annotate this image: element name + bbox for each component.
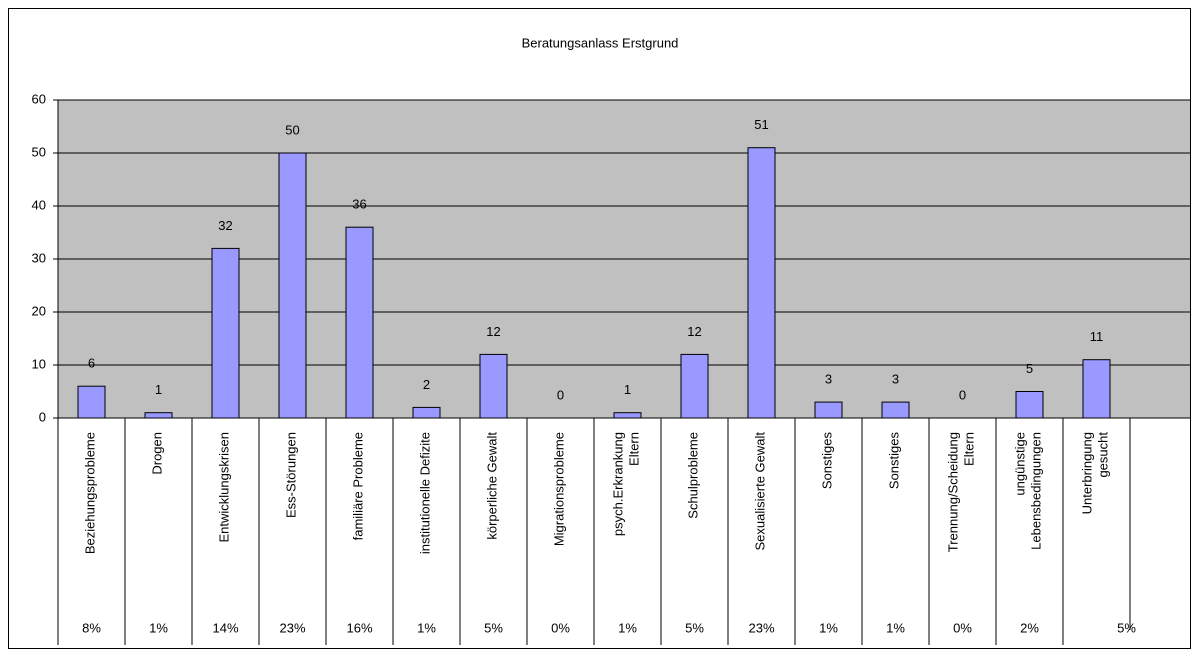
share-label: 16% [346, 620, 372, 635]
x-tick-label: ungünstigeLebensbedingungen [1013, 432, 1044, 550]
y-tick-label: 60 [32, 91, 46, 106]
x-tick-label: Sonstiges [887, 432, 902, 490]
share-label: 1% [886, 620, 905, 635]
y-tick-label: 30 [32, 250, 46, 265]
bar [211, 247, 240, 419]
data-label: 3 [825, 372, 832, 387]
share-label: 0% [551, 620, 570, 635]
share-label: 1% [819, 620, 838, 635]
data-label: 5 [1026, 361, 1033, 376]
x-tick-label: institutionelle Defizite [418, 432, 433, 554]
share-label: 5% [685, 620, 704, 635]
bar [881, 401, 910, 419]
bar [613, 412, 642, 419]
bar [1082, 359, 1111, 419]
bar [680, 353, 709, 419]
share-label: 23% [279, 620, 305, 635]
bar [77, 385, 106, 419]
data-label: 36 [352, 197, 366, 212]
data-label: 0 [557, 387, 564, 402]
data-label: 0 [959, 387, 966, 402]
chart-title: Beratungsanlass Erstgrund [522, 35, 679, 50]
data-label: 6 [88, 356, 95, 371]
y-tick-label: 50 [32, 144, 46, 159]
bar [412, 406, 441, 419]
bar [814, 401, 843, 419]
y-tick-label: 40 [32, 197, 46, 212]
share-label: 14% [212, 620, 238, 635]
x-tick-label: Ess-Störungen [284, 432, 299, 518]
share-label: 8% [82, 620, 101, 635]
x-tick-label: Sexualisierte Gewalt [753, 432, 768, 551]
y-tick-label: 10 [32, 356, 46, 371]
share-label: 0% [953, 620, 972, 635]
y-tick-label: 20 [32, 303, 46, 318]
share-label: 2% [1020, 620, 1039, 635]
data-label: 12 [687, 324, 701, 339]
bar [144, 412, 173, 419]
bar [479, 353, 508, 419]
x-tick-label: Beziehungsprobleme [83, 432, 98, 554]
x-tick-label: Drogen [150, 432, 165, 475]
share-label: 5% [1117, 620, 1136, 635]
x-tick-label: Schulprobleme [686, 432, 701, 519]
data-label: 32 [218, 218, 232, 233]
data-label: 3 [892, 372, 899, 387]
data-label: 11 [1090, 329, 1104, 344]
share-label: 1% [618, 620, 637, 635]
x-tick-label: familiäre Probleme [351, 432, 366, 540]
share-label: 1% [417, 620, 436, 635]
data-label: 1 [624, 382, 631, 397]
bar [345, 226, 374, 419]
bar [1015, 391, 1044, 419]
bar [278, 152, 307, 419]
share-label: 1% [149, 620, 168, 635]
x-tick-label: Trennung/ScheidungEltern [946, 432, 977, 552]
x-tick-label: Sonstiges [820, 432, 835, 490]
data-label: 51 [754, 117, 768, 132]
share-label: 5% [484, 620, 503, 635]
share-label: 23% [748, 620, 774, 635]
data-label: 2 [423, 377, 430, 392]
x-tick-label: körperliche Gewalt [485, 432, 500, 540]
x-tick-label: Entwicklungskrisen [217, 432, 232, 543]
bar [747, 147, 776, 419]
data-label: 1 [155, 382, 162, 397]
x-tick-label: psych.ErkrankungEltern [611, 432, 642, 536]
data-label: 50 [285, 122, 299, 137]
x-tick-label: Migrationsprobleme [552, 432, 567, 546]
x-tick-label: Unterbringunggesucht [1080, 432, 1111, 515]
data-label: 12 [486, 324, 500, 339]
y-tick-label: 0 [39, 409, 46, 424]
